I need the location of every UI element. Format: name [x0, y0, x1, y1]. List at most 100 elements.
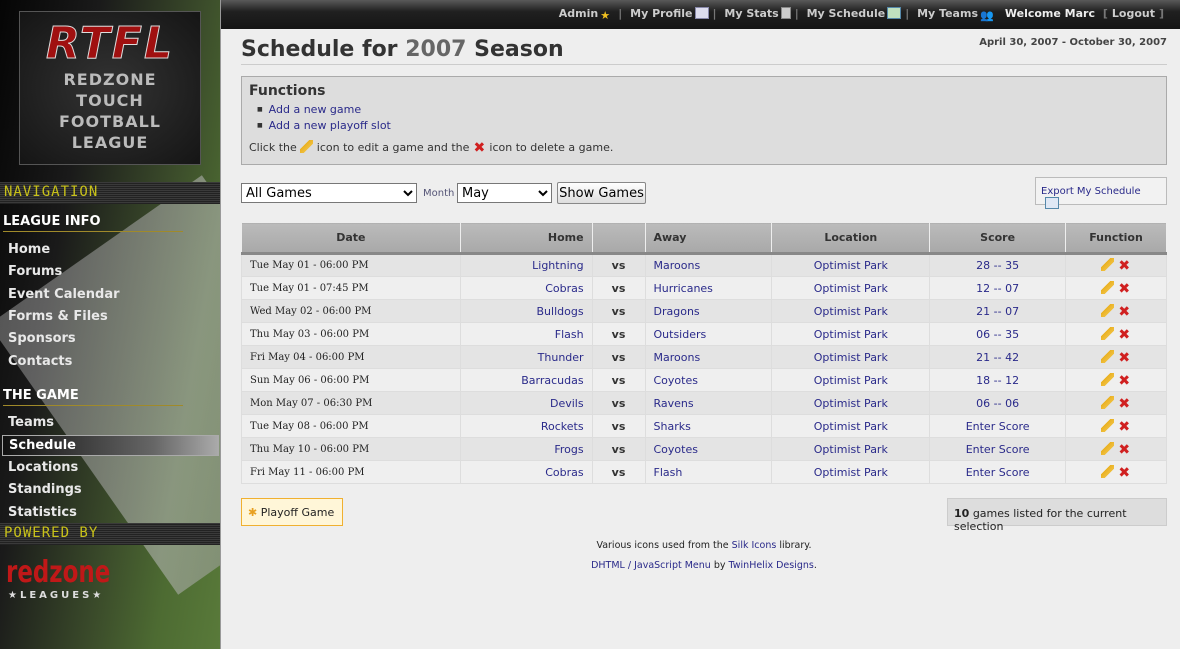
away-team-link[interactable]: Maroons [653, 259, 701, 272]
edit-icon[interactable] [1101, 280, 1115, 294]
location-link[interactable]: Optimist Park [813, 259, 888, 272]
export-label: Export My Schedule [1041, 186, 1141, 197]
score-link[interactable]: Enter Score [965, 419, 1030, 433]
score-link[interactable]: 12 -- 07 [976, 281, 1020, 295]
edit-icon[interactable] [1101, 326, 1115, 340]
location-link[interactable]: Optimist Park [813, 304, 888, 318]
edit-icon[interactable] [1101, 303, 1115, 317]
show-games-button[interactable]: Show Games [557, 182, 646, 204]
twinhelix-link[interactable]: TwinHelix Designs [728, 560, 814, 571]
home-team-link[interactable]: Frogs [554, 442, 584, 456]
my-schedule-link[interactable]: My Schedule [807, 7, 902, 20]
location-link[interactable]: Optimist Park [813, 327, 888, 341]
edit-icon[interactable] [1101, 372, 1115, 386]
my-teams-link[interactable]: My Teams 👥 [917, 7, 994, 22]
league-logo[interactable]: RTFL REDZONE TOUCH FOOTBALL LEAGUE [19, 11, 201, 165]
col-away[interactable]: Away [644, 222, 773, 255]
sidebar-item-event-calendar[interactable]: Event Calendar [8, 287, 120, 302]
my-profile-link[interactable]: My Profile [630, 7, 709, 20]
delete-icon[interactable]: ✖ [1118, 349, 1131, 366]
location-link[interactable]: Optimist Park [813, 465, 888, 479]
away-team-link[interactable]: Outsiders [653, 327, 707, 341]
delete-icon[interactable]: ✖ [1118, 280, 1131, 297]
delete-icon[interactable]: ✖ [1118, 418, 1131, 435]
add-game-link[interactable]: Add a new game [268, 103, 362, 116]
score-link[interactable]: 18 -- 12 [976, 373, 1020, 387]
month-select[interactable]: May [457, 183, 552, 203]
location-link[interactable]: Optimist Park [813, 350, 888, 364]
col-location[interactable]: Location [771, 222, 931, 255]
location-link[interactable]: Optimist Park [813, 281, 888, 295]
location-link[interactable]: Optimist Park [813, 396, 888, 410]
sidebar-item-standings[interactable]: Standings [8, 482, 82, 497]
delete-icon[interactable]: ✖ [1118, 326, 1131, 343]
playoff-game-button[interactable]: ✱ Playoff Game [241, 498, 343, 526]
table-row: Thu May 10 - 06:00 PM Frogs vs Coyotes O… [241, 437, 1167, 461]
score-link[interactable]: Enter Score [965, 442, 1030, 456]
location-link[interactable]: Optimist Park [813, 419, 888, 433]
silk-icons-link[interactable]: Silk Icons [731, 540, 777, 551]
home-team-link[interactable]: Flash [554, 327, 584, 341]
home-team-link[interactable]: Cobras [545, 465, 584, 479]
score-link[interactable]: 21 -- 07 [976, 304, 1020, 318]
home-team-link[interactable]: Bulldogs [536, 304, 584, 318]
section-league-info: LEAGUE INFO [3, 214, 183, 232]
home-team-link[interactable]: Rockets [540, 419, 584, 433]
sidebar-item-sponsors[interactable]: Sponsors [8, 331, 76, 346]
sidebar-item-forms-files[interactable]: Forms & Files [8, 309, 108, 324]
delete-icon[interactable]: ✖ [1118, 395, 1131, 412]
home-team-link[interactable]: Lightning [532, 259, 584, 272]
score-link[interactable]: 21 -- 42 [976, 350, 1020, 364]
delete-icon[interactable]: ✖ [1118, 464, 1131, 481]
sidebar-item-forums[interactable]: Forums [8, 264, 63, 279]
delete-icon[interactable]: ✖ [1118, 372, 1131, 389]
away-team-link[interactable]: Coyotes [653, 442, 698, 456]
away-team-link[interactable]: Dragons [653, 304, 700, 318]
home-team-link[interactable]: Barracudas [521, 373, 584, 387]
edit-icon[interactable] [1101, 349, 1115, 363]
away-team-link[interactable]: Coyotes [653, 373, 698, 387]
dhtml-menu-link[interactable]: DHTML / JavaScript Menu [591, 560, 711, 571]
location-link[interactable]: Optimist Park [813, 373, 888, 387]
edit-icon[interactable] [1101, 464, 1115, 478]
sidebar-item-schedule[interactable]: Schedule [2, 435, 219, 456]
away-team-link[interactable]: Flash [653, 465, 683, 479]
home-team-link[interactable]: Cobras [545, 281, 584, 295]
edit-icon[interactable] [1101, 395, 1115, 409]
home-team-link[interactable]: Thunder [537, 350, 584, 364]
away-team-link[interactable]: Maroons [653, 350, 701, 364]
col-date[interactable]: Date [241, 222, 461, 255]
edit-icon[interactable] [1101, 418, 1115, 432]
edit-icon[interactable] [1101, 441, 1115, 455]
away-team-link[interactable]: Sharks [653, 419, 691, 433]
vs-label: vs [591, 345, 646, 369]
separator: | [712, 7, 717, 20]
col-home[interactable]: Home [459, 222, 593, 255]
redzone-leagues-logo[interactable]: redzone [6, 555, 111, 590]
delete-icon[interactable]: ✖ [1118, 303, 1131, 320]
add-playoff-slot-link[interactable]: Add a new playoff slot [268, 119, 391, 132]
away-team-link[interactable]: Hurricanes [653, 281, 713, 295]
home-team-link[interactable]: Devils [549, 396, 584, 410]
admin-link[interactable]: Admin ★ [559, 7, 614, 22]
export-schedule-button[interactable]: Export My Schedule [1035, 177, 1167, 209]
score-link[interactable]: 06 -- 06 [976, 396, 1020, 410]
col-score[interactable]: Score [929, 222, 1067, 255]
logout-link[interactable]: Logout [1111, 7, 1155, 20]
edit-icon[interactable] [1101, 258, 1115, 271]
score-link[interactable]: 06 -- 35 [976, 327, 1020, 341]
sidebar-item-statistics[interactable]: Statistics [8, 505, 77, 520]
sidebar-item-home[interactable]: Home [8, 242, 51, 257]
sidebar-item-locations[interactable]: Locations [8, 460, 79, 475]
location-link[interactable]: Optimist Park [813, 442, 888, 456]
delete-icon[interactable]: ✖ [1118, 441, 1131, 458]
score-link[interactable]: Enter Score [965, 465, 1030, 479]
bracket: ] [1158, 7, 1164, 20]
away-team-link[interactable]: Ravens [653, 396, 694, 410]
game-filter-select[interactable]: All Games [241, 183, 417, 203]
score-link[interactable]: 28 -- 35 [976, 259, 1020, 272]
sidebar-item-contacts[interactable]: Contacts [8, 354, 73, 369]
my-stats-link[interactable]: My Stats [724, 7, 791, 20]
sidebar-item-teams[interactable]: Teams [8, 415, 55, 430]
delete-icon[interactable]: ✖ [1118, 258, 1131, 274]
